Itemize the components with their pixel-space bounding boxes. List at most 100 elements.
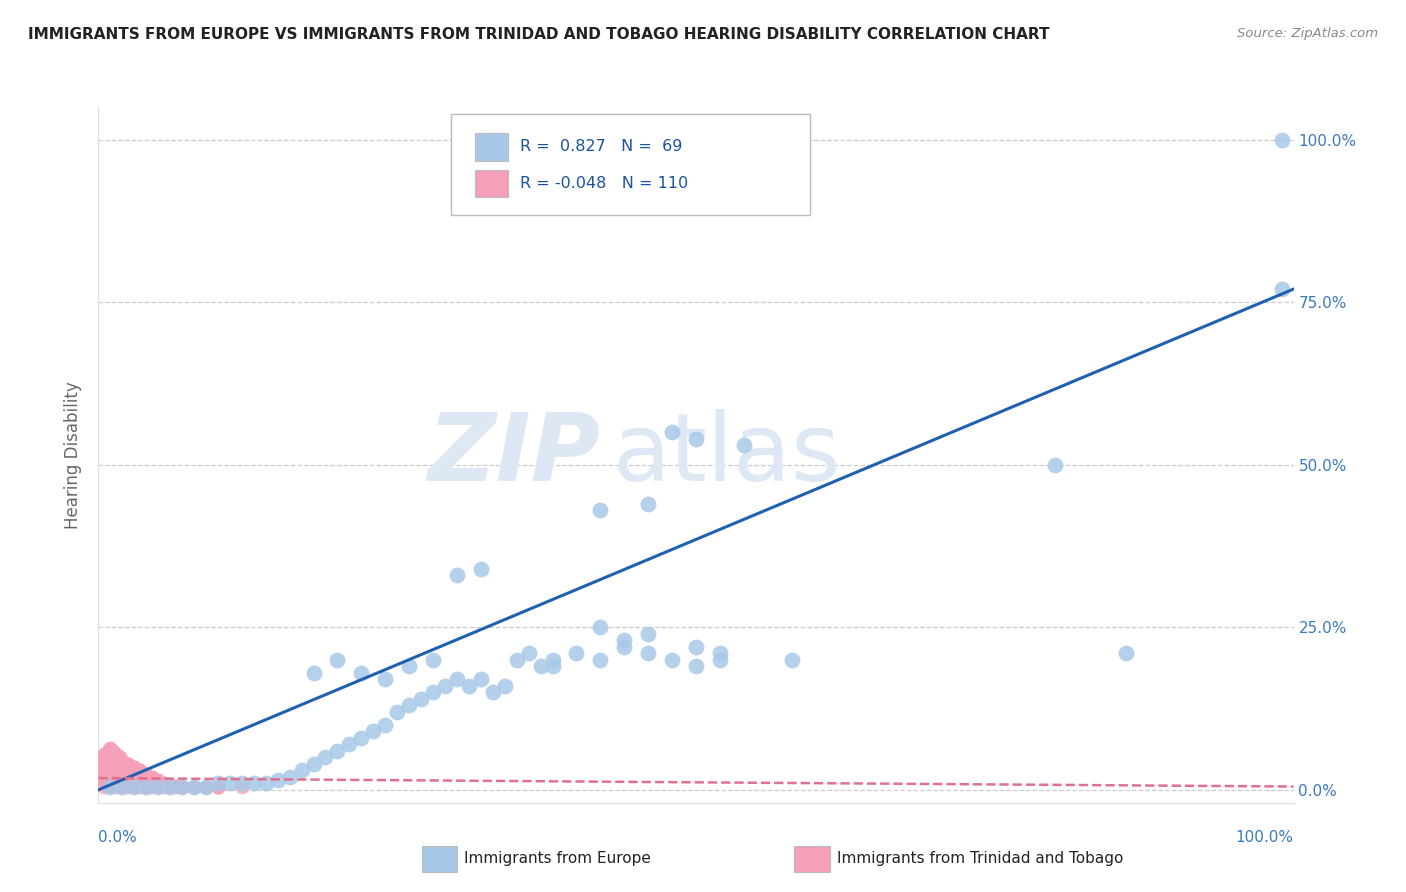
Point [350, 665, 373, 680]
Point [315, 750, 337, 764]
Point [183, 780, 205, 794]
Point [135, 780, 157, 794]
Point [159, 778, 181, 792]
Point [111, 754, 134, 768]
Point [613, 640, 636, 654]
Point [111, 770, 134, 784]
Point [93, 764, 115, 778]
Point [148, 780, 170, 794]
Point [117, 756, 139, 771]
Point [93, 747, 115, 761]
Point [148, 780, 170, 794]
Point [97, 744, 120, 758]
Point [153, 776, 176, 790]
Point [470, 672, 492, 686]
Point [97, 744, 120, 758]
Point [105, 775, 128, 789]
Point [231, 776, 253, 790]
Point [111, 766, 134, 780]
Point [129, 776, 152, 790]
Point [105, 747, 128, 761]
Point [637, 626, 659, 640]
Point [613, 633, 636, 648]
Point [183, 780, 205, 794]
Point [141, 770, 163, 784]
Text: Immigrants from Trinidad and Tobago: Immigrants from Trinidad and Tobago [837, 852, 1123, 866]
Point [254, 776, 277, 790]
Point [231, 780, 253, 794]
Point [422, 685, 444, 699]
Point [243, 776, 266, 790]
Text: atlas: atlas [613, 409, 841, 501]
Point [129, 780, 152, 794]
Point [326, 744, 349, 758]
Point [129, 764, 152, 778]
Point [194, 780, 218, 794]
Point [398, 698, 420, 713]
Point [302, 756, 325, 771]
Point [93, 756, 115, 771]
Point [98, 756, 122, 771]
Point [733, 438, 755, 452]
Point [661, 653, 683, 667]
Point [541, 659, 564, 673]
Point [291, 764, 314, 778]
Point [105, 756, 128, 771]
Point [506, 653, 529, 667]
Point [117, 780, 139, 794]
Point [1271, 132, 1294, 146]
Point [159, 780, 181, 794]
Point [374, 672, 396, 686]
Point [589, 653, 612, 667]
Point [111, 780, 134, 794]
Point [98, 778, 122, 792]
Point [709, 653, 731, 667]
Point [446, 672, 468, 686]
FancyBboxPatch shape [451, 114, 810, 215]
Point [98, 772, 122, 787]
Point [494, 679, 516, 693]
Point [117, 764, 139, 778]
Point [111, 754, 134, 768]
Point [458, 679, 481, 693]
Point [105, 766, 128, 780]
Point [111, 778, 134, 792]
Point [105, 770, 128, 784]
Point [105, 780, 128, 794]
Point [1271, 282, 1294, 296]
Point [278, 770, 301, 784]
Point [194, 780, 218, 794]
Text: R =  0.827   N =  69: R = 0.827 N = 69 [520, 139, 683, 154]
Point [141, 770, 163, 784]
Point [207, 780, 229, 794]
Text: R = -0.048   N = 110: R = -0.048 N = 110 [520, 176, 689, 191]
Point [93, 750, 115, 764]
Point [194, 780, 218, 794]
Point [93, 760, 115, 774]
Point [153, 780, 176, 794]
Point [117, 778, 139, 792]
Point [637, 646, 659, 660]
Point [709, 646, 731, 660]
Point [129, 764, 152, 778]
Point [172, 780, 194, 794]
Point [172, 780, 194, 794]
Point [111, 760, 134, 774]
Point [124, 778, 146, 792]
Point [105, 747, 128, 761]
Point [117, 775, 139, 789]
Point [153, 776, 176, 790]
Point [385, 705, 409, 719]
Point [141, 780, 163, 794]
Point [111, 780, 134, 794]
Point [541, 653, 564, 667]
Text: IMMIGRANTS FROM EUROPE VS IMMIGRANTS FROM TRINIDAD AND TOBAGO HEARING DISABILITY: IMMIGRANTS FROM EUROPE VS IMMIGRANTS FRO… [28, 27, 1050, 42]
Point [111, 764, 134, 778]
Point [135, 778, 157, 792]
Point [267, 772, 290, 787]
Point [98, 775, 122, 789]
Point [350, 731, 373, 745]
Point [326, 653, 349, 667]
Point [135, 766, 157, 780]
Point [105, 764, 128, 778]
